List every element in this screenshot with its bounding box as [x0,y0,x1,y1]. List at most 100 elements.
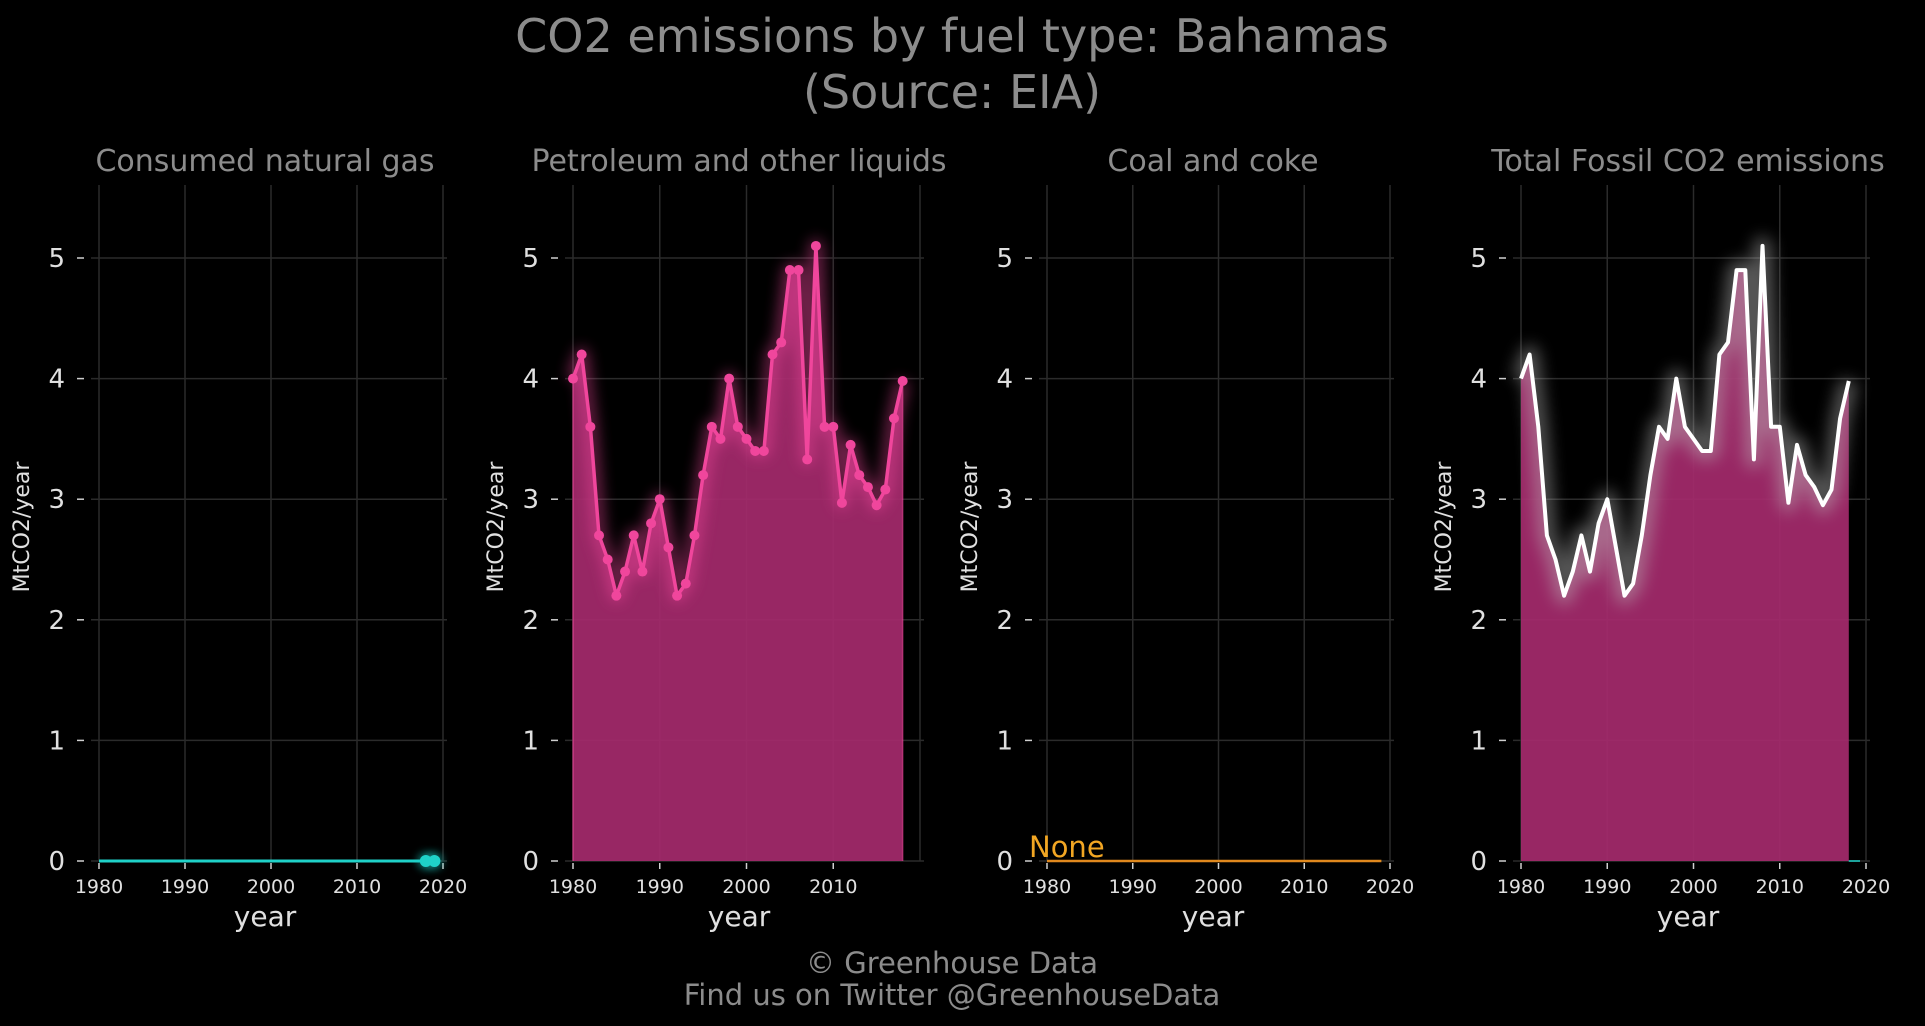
y-tick-label: 3 [48,485,65,515]
y-tick-label: 5 [48,244,65,274]
data-point [628,530,639,541]
y-tick-label: 1 [1470,726,1487,756]
data-point [767,349,778,360]
footer-copyright: © Greenhouse Data [806,946,1098,980]
y-tick-label: 3 [1470,485,1487,515]
y-tick-label: 1 [996,726,1013,756]
data-point [672,590,683,601]
x-tick-label: 2020 [419,876,467,898]
panel-title: Consumed natural gas [95,144,434,179]
y-tick-label: 4 [48,365,65,395]
x-tick-label: 2010 [333,876,381,898]
data-point [810,240,821,251]
data-point [576,349,587,360]
y-tick-label: 2 [48,606,65,636]
none-annotation: None [1029,830,1105,864]
y-tick-label: 3 [522,485,539,515]
data-point [594,530,605,541]
data-point [741,433,752,444]
data-point [680,578,691,589]
y-tick-label: 4 [522,365,539,395]
y-tick-label: 3 [996,485,1013,515]
x-axis-label: year [1657,900,1720,933]
x-tick-label: 1980 [1023,876,1071,898]
x-tick-label: 2020 [1366,876,1414,898]
x-tick-label: 1990 [636,876,684,898]
data-point [758,445,769,456]
panel-total: 0 1 2 3 4 5 1980 1990 2000 2010 2020 Total Fossil C… [1432,144,1890,933]
data-point [428,855,441,867]
x-tick-label: 2000 [1194,876,1242,898]
x-tick-label: 2000 [1669,876,1717,898]
data-point [845,439,856,450]
y-axis-label: MtCO2/year [10,461,35,593]
x-tick-label: 1990 [1583,876,1631,898]
y-tick-label: 2 [1470,606,1487,636]
data-point [732,421,743,432]
y-tick-label: 0 [996,847,1013,877]
y-tick-label: 2 [522,606,539,636]
data-point [897,376,908,387]
data-point [802,454,813,465]
x-tick-label: 2000 [247,876,295,898]
data-point [637,566,648,577]
data-point [689,530,700,541]
data-point [706,421,717,432]
data-point [793,265,804,276]
data-point [715,433,726,444]
y-tick-label: 0 [48,847,65,877]
x-axis-label: year [708,900,771,933]
y-tick-label: 0 [1470,847,1487,877]
panel-title: Coal and coke [1107,144,1318,179]
panel-title: Petroleum and other liquids [531,144,946,179]
y-axis-label: MtCO2/year [484,461,509,593]
y-tick-label: 5 [522,244,539,274]
x-tick-label: 1990 [1109,876,1157,898]
data-point [880,484,891,495]
data-point [819,421,830,432]
y-tick-label: 1 [522,726,539,756]
y-tick-label: 4 [996,365,1013,395]
data-point [888,413,899,424]
x-tick-label: 2020 [1842,876,1890,898]
footer-twitter: Find us on Twitter @GreenhouseData [684,978,1221,1012]
series-line-total [1519,243,1851,598]
chart-title-line1: CO2 emissions by fuel type: Bahamas [515,9,1389,63]
data-point [862,482,873,493]
data-point [871,500,882,511]
data-point [776,337,787,348]
data-point [611,590,622,601]
x-tick-label: 1980 [549,876,597,898]
y-tick-label: 0 [522,847,539,877]
panel-gas: 0 1 2 3 4 5 1980 1990 2000 2010 2020 Consumed natur… [10,144,467,933]
x-tick-label: 2010 [1756,876,1804,898]
chart-title-line2: (Source: EIA) [803,65,1101,119]
y-axis-label: MtCO2/year [958,461,983,593]
y-axis-label: MtCO2/year [1432,461,1457,593]
y-tick-label: 1 [48,726,65,756]
panel-petroleum: 0 1 2 3 4 5 1980 1990 2000 2010 Petroleum and othe… [484,144,947,933]
x-tick-label: 1980 [1497,876,1545,898]
y-tick-label: 4 [1470,365,1487,395]
x-tick-label: 1990 [161,876,209,898]
x-tick-label: 1980 [75,876,123,898]
data-point [620,566,631,577]
data-point [828,421,839,432]
data-point [854,470,865,481]
data-point [585,421,596,432]
data-point [602,554,613,565]
data-point [663,542,674,553]
panel-title: Total Fossil CO2 emissions [1490,144,1884,179]
x-tick-label: 2010 [1280,876,1328,898]
y-tick-label: 5 [1470,244,1487,274]
data-point [784,265,795,276]
data-point [568,373,578,384]
x-tick-label: 2010 [809,876,857,898]
data-point [724,373,735,384]
data-point [646,518,657,529]
x-axis-label: year [234,900,297,933]
x-axis-label: year [1182,900,1245,933]
data-point [836,497,847,508]
